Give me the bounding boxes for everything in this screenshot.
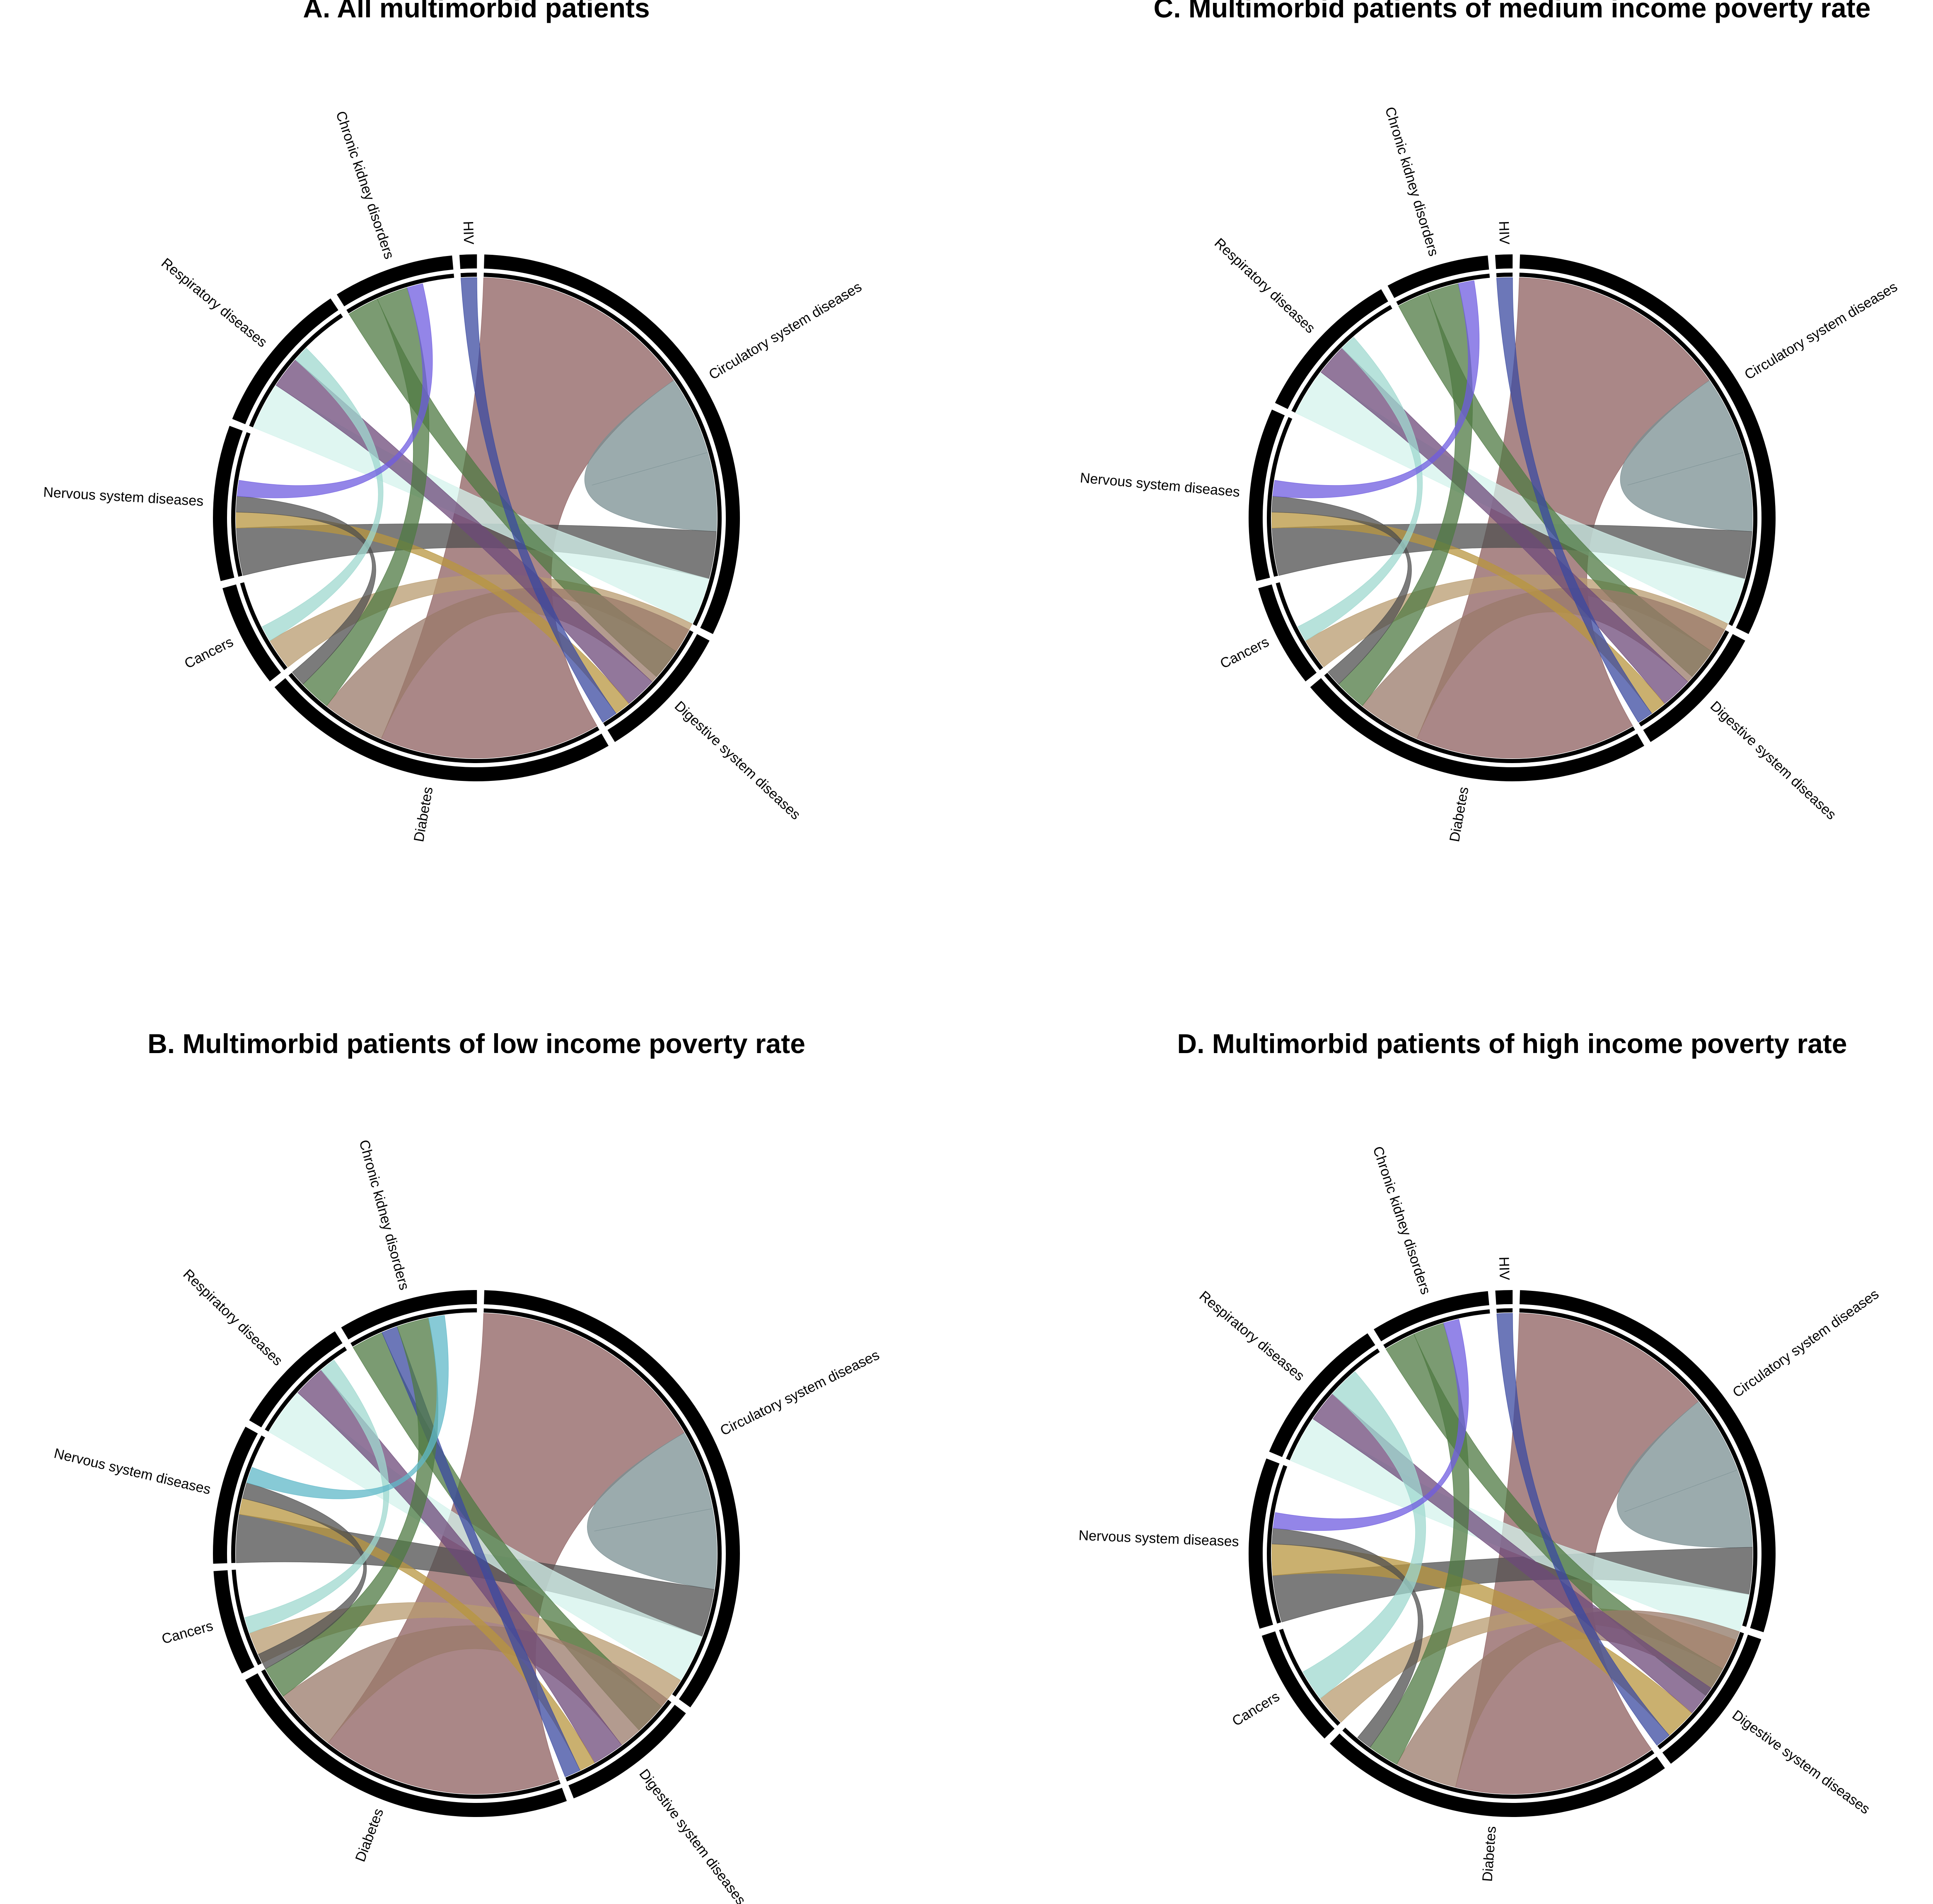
sector-inner-arc-diabetes [1342, 1728, 1655, 1799]
sector-outer-arc-chronic-kidney-disorders [1374, 1291, 1489, 1341]
chord-link-diabetes-to-nervous-system-diseases [1271, 1528, 1423, 1748]
sector-outer-arc-nervous-system-diseases [1249, 1458, 1280, 1629]
sector-outer-arc-digestive-system-diseases [607, 634, 710, 742]
sector-outer-arc-respiratory-diseases [249, 1331, 343, 1428]
chord-link-circulatory-system-diseases-to-circulatory-system-diseases [1616, 1401, 1753, 1548]
sector-outer-arc-respiratory-diseases [1269, 1333, 1375, 1457]
sector-outer-arc-hiv [459, 254, 477, 269]
sector-outer-arc-diabetes [1310, 678, 1644, 781]
sector-outer-arc-diabetes [1329, 1733, 1665, 1817]
chord-link-cancers-to-respiratory-diseases [1302, 1371, 1426, 1699]
sector-inner-arc-chronic-kidney-disorders [1383, 1309, 1490, 1348]
sector-inner-arc-circulatory-system-diseases [483, 1308, 722, 1697]
sector-outer-arc-cancers [1258, 584, 1317, 681]
sector-outer-arc-respiratory-diseases [1275, 289, 1388, 409]
chord-link-cancers-to-respiratory-diseases [244, 1360, 389, 1633]
sector-outer-arc-hiv [1495, 1290, 1513, 1305]
sector-outer-arc-digestive-system-diseases [1662, 1634, 1761, 1764]
chord-link-digestive-system-diseases-to-nervous-system-diseases [236, 512, 629, 714]
sector-label-hiv: HIV [1496, 221, 1513, 245]
panel-title: A. All multimorbid patients [303, 0, 650, 23]
chord-link-nervous-system-diseases-to-chronic-kidney-disorders [246, 1315, 449, 1499]
sector-outer-arc-diabetes [274, 678, 609, 781]
sector-inner-arc-chronic-kidney-disorders [346, 273, 454, 314]
sector-inner-arc-nervous-system-diseases [1267, 1465, 1288, 1624]
sector-outer-arc-chronic-kidney-disorders [1387, 255, 1489, 298]
panel-title: C. Multimorbid patients of medium income… [1154, 0, 1871, 23]
chord-link-digestive-system-diseases-to-hiv [461, 277, 616, 723]
chord-link-digestive-system-diseases-to-respiratory-diseases [297, 1370, 622, 1763]
sector-inner-arc-cancers [1279, 1629, 1341, 1726]
sector-outer-arc-cancers [213, 1570, 254, 1674]
sector-inner-arc-nervous-system-diseases [231, 432, 251, 577]
chord-link-diabetes-to-nervous-system-diseases [242, 1482, 367, 1670]
chord-link-nervous-system-diseases-to-chronic-kidney-disorders [1272, 280, 1480, 498]
sector-inner-arc-hiv [1496, 272, 1513, 278]
sector-outer-arc-nervous-system-diseases [213, 1426, 258, 1564]
chord-links [1271, 1313, 1753, 1794]
chord-link-digestive-system-diseases-to-nervous-system-diseases [1271, 1544, 1692, 1736]
sector-inner-arc-nervous-system-diseases [1266, 417, 1293, 577]
sector-outer-arc-circulatory-system-diseases [484, 254, 740, 634]
sector-outer-arc-circulatory-system-diseases [1520, 254, 1776, 634]
sector-outer-arc-nervous-system-diseases [1249, 409, 1285, 581]
sector-outer-arc-chronic-kidney-disorders [341, 1290, 477, 1340]
chord-link-nervous-system-diseases-to-chronic-kidney-disorders [237, 283, 433, 498]
chord-link-diabetes-to-chronic-kidney-disorders [302, 287, 430, 706]
sector-outer-arc-digestive-system-diseases [568, 1705, 686, 1799]
chord-link-circulatory-system-diseases-to-circulatory-system-diseases [584, 380, 717, 532]
sector-outer-arc-digestive-system-diseases [1643, 634, 1745, 742]
sector-outer-arc-chronic-kidney-disorders [336, 255, 454, 307]
chord-link-diabetes-to-chronic-kidney-disorders [1370, 1323, 1469, 1765]
chord-link-circulatory-system-diseases-to-circulatory-system-diseases [587, 1432, 717, 1590]
sector-inner-arc-chronic-kidney-disorders [350, 1308, 477, 1347]
panel-title: D. Multimorbid patients of high income p… [1177, 1028, 1847, 1059]
sector-inner-arc-respiratory-diseases [265, 1346, 347, 1432]
sector-outer-arc-circulatory-system-diseases [484, 1290, 740, 1708]
sector-outer-arc-cancers [1261, 1631, 1335, 1739]
sector-outer-arc-cancers [222, 584, 281, 681]
sector-outer-arc-hiv [1495, 254, 1513, 269]
chord-link-cancers-to-respiratory-diseases [262, 348, 384, 641]
chord-link-cancers-to-respiratory-diseases [1298, 337, 1423, 641]
sector-inner-arc-chronic-kidney-disorders [1396, 273, 1490, 306]
sector-inner-arc-nervous-system-diseases [231, 1435, 265, 1563]
sector-inner-arc-cancers [1276, 582, 1323, 670]
chord-link-nervous-system-diseases-to-chronic-kidney-disorders [1273, 1319, 1469, 1531]
sector-inner-arc-digestive-system-diseases [565, 1699, 672, 1782]
sector-inner-arc-circulatory-system-diseases [483, 273, 722, 626]
chord-link-digestive-system-diseases-to-hiv [1496, 277, 1652, 723]
sector-outer-arc-nervous-system-diseases [213, 425, 243, 581]
sector-label-hiv: HIV [1496, 1256, 1513, 1281]
chord-links [236, 277, 717, 759]
sector-outer-arc-diabetes [245, 1673, 567, 1817]
sector-inner-arc-cancers [232, 1569, 262, 1665]
chord-links [1271, 277, 1753, 759]
sector-label-hiv: HIV [460, 221, 477, 245]
chord-link-digestive-system-diseases-to-hiv [1496, 1313, 1670, 1746]
sector-inner-arc-circulatory-system-diseases [1519, 273, 1758, 626]
sector-outer-arc-respiratory-diseases [232, 298, 338, 424]
chord-link-diabetes-to-chronic-kidney-disorders [1338, 283, 1473, 706]
chord-link-diabetes-to-nervous-system-diseases [1271, 496, 1412, 685]
sector-inner-arc-hiv [460, 273, 477, 278]
chord-panel-all: A. All multimorbid patients Circulatory … [43, 0, 864, 843]
sector-inner-arc-hiv [1496, 1308, 1513, 1313]
sector-inner-arc-cancers [240, 582, 288, 670]
chord-links [236, 1313, 717, 1794]
chord-link-circulatory-system-diseases-to-respiratory-diseases [1290, 1418, 1749, 1641]
chord-link-circulatory-system-diseases-to-circulatory-system-diseases [1620, 380, 1753, 532]
panel-title: B. Multimorbid patients of low income po… [147, 1028, 805, 1059]
chord-link-digestive-system-diseases-to-nervous-system-diseases [1271, 512, 1665, 714]
chord-link-diabetes-to-nervous-system-diseases [236, 496, 376, 685]
